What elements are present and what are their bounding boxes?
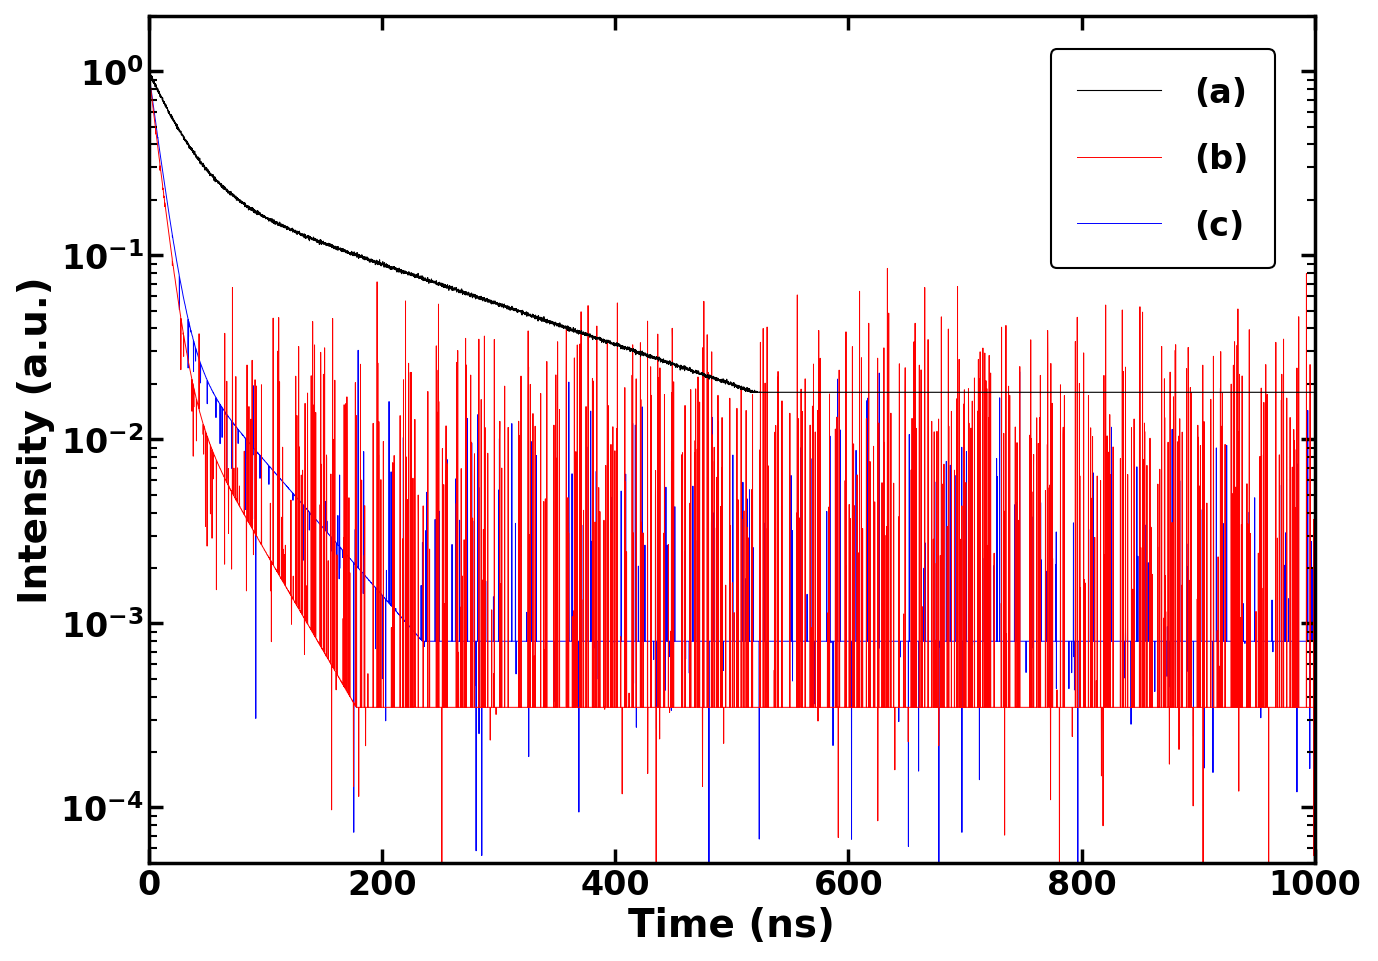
(c) (882, 636, 898, 648)
(a) (562, 326, 579, 337)
(b) (141, 66, 157, 78)
(c) (1306, 636, 1323, 648)
(c) (1067, 636, 1083, 648)
Legend: (a), (b), (c): (a), (b), (c) (1050, 50, 1275, 269)
(c) (1005, 636, 1021, 648)
(a) (1068, 387, 1084, 399)
(a) (1005, 387, 1021, 399)
(b) (198, 431, 215, 443)
(b) (831, 702, 847, 713)
Line: (a): (a) (149, 70, 1315, 393)
Line: (c): (c) (149, 72, 1315, 961)
X-axis label: Time (ns): Time (ns) (628, 906, 835, 945)
Line: (b): (b) (149, 72, 1315, 961)
(a) (741, 387, 758, 399)
(b) (562, 702, 579, 713)
(c) (141, 66, 157, 78)
(c) (831, 636, 847, 648)
Y-axis label: Intensity (a.u.): Intensity (a.u.) (17, 276, 55, 604)
(b) (1306, 702, 1323, 713)
(a) (141, 64, 157, 76)
(b) (1005, 702, 1021, 713)
(c) (562, 636, 579, 648)
(a) (831, 387, 847, 399)
(a) (882, 387, 898, 399)
(a) (198, 166, 215, 178)
(b) (1068, 702, 1084, 713)
(a) (1306, 387, 1323, 399)
(b) (882, 702, 898, 713)
(c) (198, 399, 215, 410)
